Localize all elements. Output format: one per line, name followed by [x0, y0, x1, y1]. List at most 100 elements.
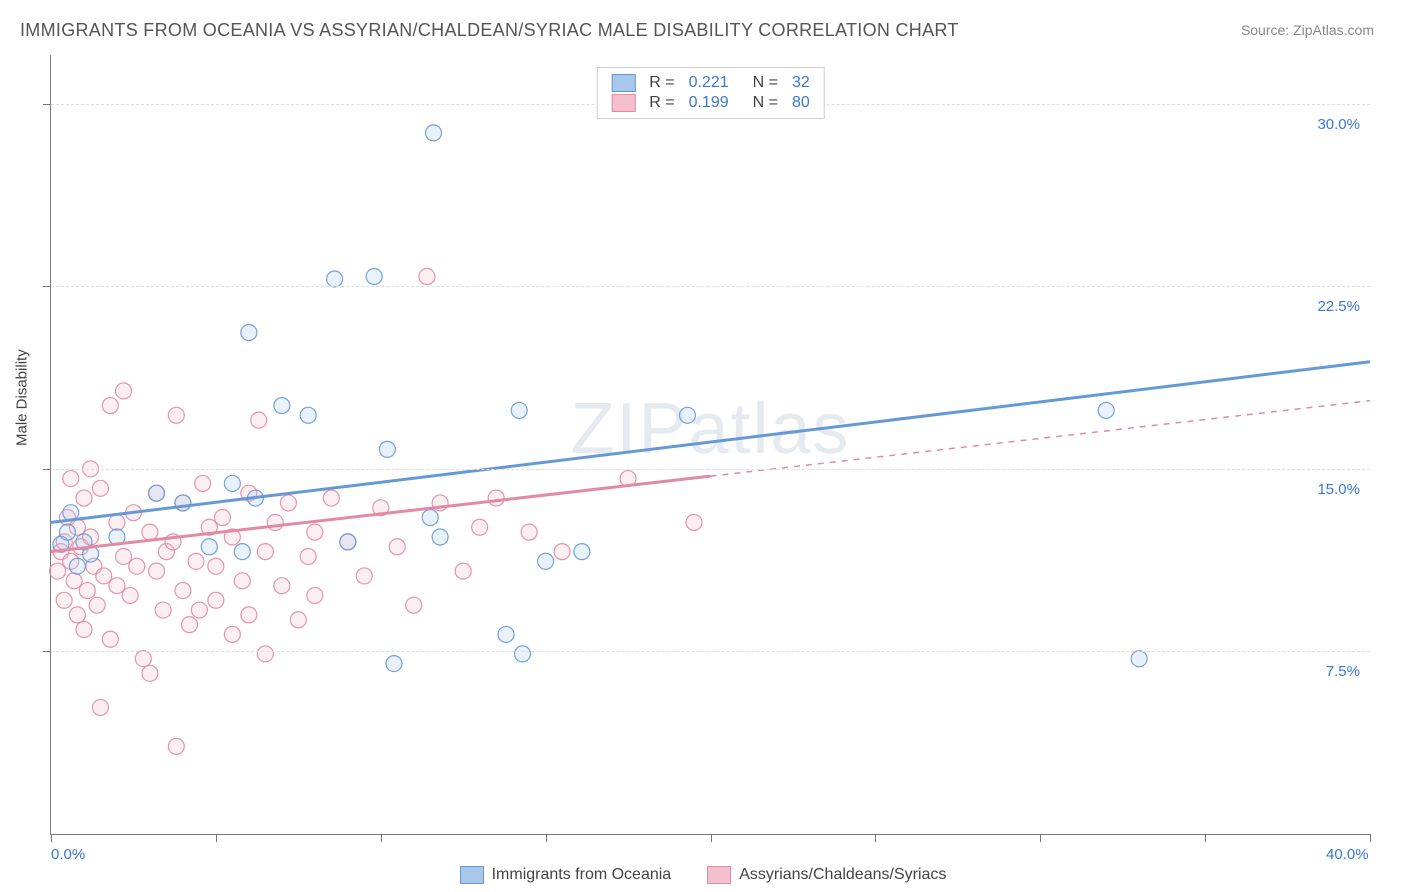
legend-swatch-oceania-bottom: [460, 866, 484, 884]
scatter-point-assyrian: [155, 602, 171, 618]
scatter-point-assyrian: [300, 548, 316, 564]
legend-bottom-oceania: Immigrants from Oceania: [460, 866, 672, 884]
tick-y: [43, 286, 51, 287]
gridline-h: [51, 469, 1370, 470]
y-tick-label: 22.5%: [1317, 298, 1360, 315]
scatter-point-oceania: [538, 553, 554, 569]
scatter-point-assyrian: [92, 480, 108, 496]
scatter-point-oceania: [574, 544, 590, 560]
scatter-point-assyrian: [191, 602, 207, 618]
scatter-point-assyrian: [79, 583, 95, 599]
scatter-point-assyrian: [135, 651, 151, 667]
scatter-point-assyrian: [142, 524, 158, 540]
y-tick-label: 15.0%: [1317, 481, 1360, 498]
tick-y: [43, 104, 51, 105]
gridline-h: [51, 651, 1370, 652]
scatter-point-assyrian: [208, 592, 224, 608]
scatter-point-oceania: [1131, 651, 1147, 667]
scatter-point-assyrian: [521, 524, 537, 540]
legend-n-label: N =: [753, 74, 778, 92]
scatter-point-assyrian: [488, 490, 504, 506]
scatter-point-assyrian: [116, 383, 132, 399]
scatter-point-assyrian: [69, 607, 85, 623]
source-label: Source: ZipAtlas.com: [1241, 22, 1374, 38]
scatter-point-oceania: [274, 398, 290, 414]
legend-r-value-assyrian: 0.199: [689, 94, 729, 112]
scatter-point-assyrian: [102, 631, 118, 647]
y-tick-label: 7.5%: [1326, 663, 1360, 680]
scatter-point-assyrian: [195, 475, 211, 491]
legend-row-assyrian: R = 0.199 N = 80: [611, 94, 810, 112]
scatter-point-assyrian: [92, 699, 108, 715]
tick-x: [216, 834, 217, 842]
scatter-point-assyrian: [208, 558, 224, 574]
scatter-point-assyrian: [89, 597, 105, 613]
scatter-point-assyrian: [274, 578, 290, 594]
scatter-point-assyrian: [96, 568, 112, 584]
scatter-point-assyrian: [76, 490, 92, 506]
scatter-point-oceania: [241, 325, 257, 341]
scatter-point-assyrian: [554, 544, 570, 560]
chart-title: IMMIGRANTS FROM OCEANIA VS ASSYRIAN/CHAL…: [20, 20, 959, 41]
legend-n-label: N =: [753, 94, 778, 112]
y-axis-title: Male Disability: [14, 349, 31, 446]
tick-x: [546, 834, 547, 842]
scatter-point-assyrian: [257, 544, 273, 560]
scatter-point-assyrian: [406, 597, 422, 613]
legend-top: R = 0.221 N = 32 R = 0.199 N = 80: [596, 67, 825, 119]
scatter-point-assyrian: [109, 578, 125, 594]
scatter-point-assyrian: [168, 407, 184, 423]
scatter-point-oceania: [149, 485, 165, 501]
legend-bottom-assyrian: Assyrians/Chaldeans/Syriacs: [707, 866, 946, 884]
legend-swatch-assyrian: [611, 94, 635, 112]
legend-label-oceania: Immigrants from Oceania: [492, 866, 672, 884]
scatter-point-oceania: [422, 510, 438, 526]
plot-area: ZIPatlas R = 0.221 N = 32 R = 0.199 N = …: [50, 55, 1370, 835]
scatter-point-assyrian: [224, 626, 240, 642]
legend-n-value-assyrian: 80: [792, 94, 810, 112]
scatter-point-assyrian: [257, 646, 273, 662]
scatter-point-assyrian: [168, 738, 184, 754]
scatter-point-assyrian: [66, 573, 82, 589]
scatter-point-oceania: [59, 524, 75, 540]
tick-y: [43, 651, 51, 652]
scatter-point-assyrian: [323, 490, 339, 506]
scatter-point-oceania: [340, 534, 356, 550]
scatter-point-oceania: [679, 407, 695, 423]
tick-x: [51, 834, 52, 842]
x-tick-label: 0.0%: [51, 846, 85, 863]
scatter-point-oceania: [300, 407, 316, 423]
scatter-point-oceania: [426, 125, 442, 141]
tick-y: [43, 469, 51, 470]
legend-r-label: R =: [649, 74, 674, 92]
tick-x: [1205, 834, 1206, 842]
tick-x: [1040, 834, 1041, 842]
legend-r-label: R =: [649, 94, 674, 112]
scatter-point-assyrian: [116, 548, 132, 564]
scatter-point-assyrian: [76, 622, 92, 638]
scatter-point-oceania: [432, 529, 448, 545]
scatter-point-assyrian: [356, 568, 372, 584]
scatter-point-oceania: [1098, 402, 1114, 418]
scatter-point-assyrian: [241, 607, 257, 623]
scatter-point-assyrian: [686, 514, 702, 530]
legend-bottom: Immigrants from Oceania Assyrians/Chalde…: [0, 866, 1406, 884]
y-tick-label: 30.0%: [1317, 116, 1360, 133]
scatter-point-oceania: [386, 656, 402, 672]
scatter-point-oceania: [69, 558, 85, 574]
trendline-assyrian: [51, 476, 711, 551]
legend-label-assyrian: Assyrians/Chaldeans/Syriacs: [739, 866, 946, 884]
scatter-point-oceania: [366, 269, 382, 285]
gridline-h: [51, 286, 1370, 287]
scatter-point-assyrian: [122, 587, 138, 603]
scatter-point-assyrian: [307, 524, 323, 540]
scatter-point-oceania: [201, 539, 217, 555]
scatter-point-oceania: [515, 646, 531, 662]
tick-x: [381, 834, 382, 842]
scatter-point-assyrian: [56, 592, 72, 608]
scatter-point-assyrian: [102, 398, 118, 414]
trendline-oceania: [51, 362, 1370, 523]
scatter-point-assyrian: [109, 514, 125, 530]
scatter-point-assyrian: [280, 495, 296, 511]
scatter-point-assyrian: [50, 563, 66, 579]
